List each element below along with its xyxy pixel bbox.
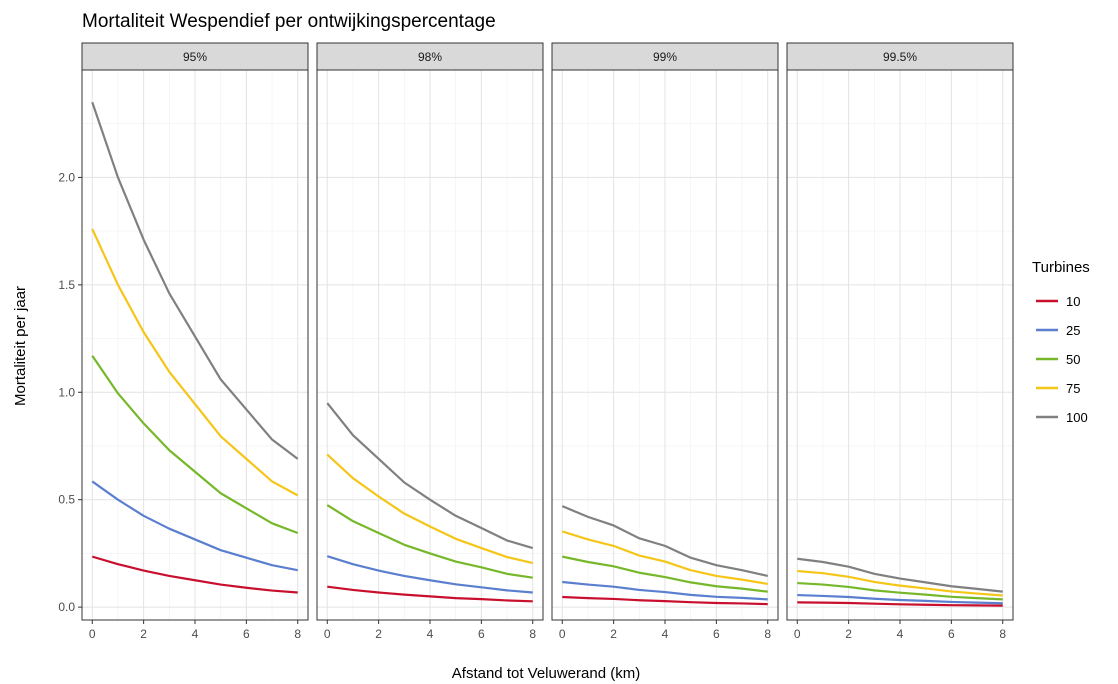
legend-title: Turbines [1032,259,1090,276]
x-tick-label: 2 [610,627,617,641]
series-line-25 [91,480,298,572]
facet-strip-label: 98% [418,50,442,64]
x-axis-title: Afstand tot Veluwerand (km) [452,665,640,682]
series-line-10 [562,595,768,606]
legend-label: 100 [1066,410,1088,425]
series-line-100 [561,505,768,578]
facet-strip [81,42,309,71]
x-tick-label: 8 [294,627,301,641]
legend-label: 50 [1066,352,1080,367]
y-tick-label: 1.0 [58,385,75,399]
x-tick-label: 6 [478,627,485,641]
x-tick-label: 0 [559,627,566,641]
series-line-75 [561,530,768,585]
series-line-50 [797,581,1003,601]
series-line-100 [326,402,534,550]
series-line-100 [91,101,299,460]
facet-panels: 95% 0 2 4 6 8 98% 0 2 4 6 8 99% 0 2 4 6 8 99.5% 0 2 4 6 8 [81,42,1014,641]
series-line-50 [91,355,299,535]
facet-strip-label: 99.5% [883,50,917,64]
series-line-75 [326,453,533,565]
x-tick-label: 0 [324,627,331,641]
legend-item-10: 10 [1036,294,1080,309]
y-tick-label: 0.5 [58,493,75,507]
x-tick-label: 4 [897,627,904,641]
x-tick-label: 6 [243,627,250,641]
x-tick-label: 2 [375,627,382,641]
series-line-75 [797,569,1003,597]
legend-label: 10 [1066,294,1080,309]
legend-item-100: 100 [1036,410,1088,425]
x-tick-label: 0 [794,627,801,641]
y-tick-label: 0.0 [58,600,75,614]
series-line-10 [797,601,1003,607]
x-tick-label: 4 [192,627,199,641]
x-tick-label: 4 [662,627,669,641]
facet-panel: 95% 0 2 4 6 8 [81,42,309,641]
facet-panel: 98% 0 2 4 6 8 [316,42,544,641]
x-tick-label: 8 [529,627,536,641]
x-tick-label: 4 [427,627,434,641]
series-line-25 [562,580,768,601]
y-tick-label: 1.5 [58,278,75,292]
x-tick-label: 6 [713,627,720,641]
legend: Turbines 10 25 50 75 100 [1032,259,1090,425]
x-tick-label: 6 [948,627,955,641]
y-axis: 0.0 0.5 1.0 1.5 2.0 [58,170,82,614]
facet-panel: 99% 0 2 4 6 8 [551,42,779,641]
facet-strip [551,42,779,71]
legend-item-25: 25 [1036,323,1080,338]
facet-strip [316,42,544,71]
series-line-50 [562,555,768,593]
series-line-10 [91,555,298,594]
legend-item-50: 50 [1036,352,1080,367]
facet-strip-label: 99% [653,50,677,64]
x-tick-label: 2 [845,627,852,641]
x-tick-label: 0 [89,627,96,641]
facet-strip-label: 95% [183,50,207,64]
series-line-25 [797,593,1003,605]
y-tick-label: 2.0 [58,170,75,184]
facet-strip [786,42,1014,71]
chart-title: Mortaliteit Wespendief per ontwijkingspe… [82,11,496,32]
series-line-75 [91,228,299,497]
legend-label: 75 [1066,381,1080,396]
legend-label: 25 [1066,323,1080,338]
series-line-50 [326,504,533,579]
series-line-25 [326,555,533,594]
series-line-10 [327,585,533,603]
x-tick-label: 2 [140,627,147,641]
series-line-100 [797,557,1003,593]
x-tick-label: 8 [764,627,771,641]
x-tick-label: 8 [999,627,1006,641]
facet-panel: 99.5% 0 2 4 6 8 [786,42,1014,641]
legend-item-75: 75 [1036,381,1080,396]
y-axis-title: Mortaliteit per jaar [12,286,29,406]
